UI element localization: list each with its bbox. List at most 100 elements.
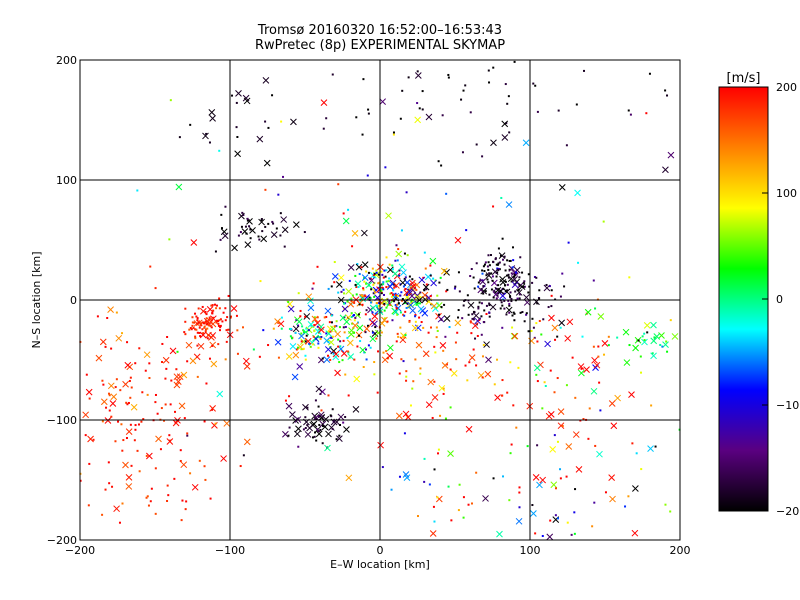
cross-marker (285, 353, 293, 360)
dot-marker (442, 349, 445, 352)
dot-marker (485, 312, 488, 315)
dot-marker (338, 361, 341, 364)
dot-marker (114, 386, 117, 389)
cross-marker (601, 340, 609, 347)
dot-marker (592, 279, 595, 282)
dot-marker (136, 189, 139, 192)
dot-marker (516, 297, 519, 300)
dot-marker (299, 309, 302, 312)
dot-marker (296, 346, 299, 349)
dot-marker (133, 439, 136, 442)
dot-marker (396, 295, 399, 298)
cross-marker (361, 261, 369, 268)
dot-marker (319, 428, 322, 431)
chart-title: Tromsø 20160320 16:52:00–16:53:43 (257, 23, 503, 38)
dot-marker (146, 495, 149, 498)
cross-marker (408, 292, 416, 300)
dot-marker (235, 101, 238, 104)
dot-marker (167, 494, 170, 497)
dot-marker (398, 475, 401, 478)
dot-marker (189, 472, 192, 475)
dot-marker (305, 334, 308, 337)
dot-marker (487, 268, 490, 271)
cross-marker (230, 305, 238, 312)
dot-marker (510, 298, 513, 301)
dot-marker (119, 389, 122, 392)
cross-marker (565, 443, 573, 450)
dot-marker (599, 409, 602, 412)
dot-marker (208, 141, 211, 144)
cross-marker (608, 400, 616, 407)
colorbar (718, 86, 769, 512)
dot-marker (540, 333, 543, 336)
dot-marker (527, 330, 530, 333)
dot-marker (398, 372, 401, 375)
dot-marker (496, 294, 499, 297)
cross-marker (315, 385, 323, 393)
dot-marker (433, 520, 436, 523)
dot-marker (488, 272, 491, 275)
dot-marker (400, 291, 403, 294)
cross-marker (292, 221, 300, 228)
dot-marker (194, 312, 197, 315)
cross-marker (379, 98, 386, 106)
cross-marker (312, 414, 320, 421)
dot-marker (186, 360, 189, 363)
dot-marker (130, 386, 133, 389)
dot-marker (373, 295, 376, 298)
dot-marker (395, 294, 398, 297)
dot-marker (104, 345, 107, 348)
dot-marker (361, 303, 364, 306)
cross-marker (340, 350, 348, 357)
dot-marker (485, 274, 488, 277)
dot-marker (373, 373, 376, 376)
dot-marker (350, 297, 353, 300)
dot-marker (513, 60, 516, 63)
dot-marker (235, 126, 238, 129)
dot-marker (408, 275, 411, 278)
cross-marker (474, 317, 482, 325)
dot-marker (457, 316, 460, 319)
dot-marker (101, 379, 104, 382)
colorbar-tick-label: −200 (776, 505, 800, 518)
dot-marker (322, 425, 325, 428)
dot-marker (420, 321, 423, 324)
dot-marker (414, 315, 417, 318)
dot-marker (449, 368, 452, 371)
dot-marker (134, 424, 137, 427)
dot-marker (354, 283, 357, 286)
dot-marker (404, 310, 407, 313)
cross-marker (122, 461, 129, 469)
dot-marker (329, 336, 332, 339)
dot-marker (217, 322, 220, 325)
dot-marker (138, 347, 141, 350)
dot-marker (287, 434, 290, 437)
dot-marker (214, 303, 217, 306)
dot-marker (129, 376, 132, 379)
dot-marker (166, 500, 169, 503)
dot-marker (288, 426, 291, 429)
dot-marker (211, 344, 214, 347)
cross-marker (418, 276, 426, 284)
cross-marker (82, 411, 90, 419)
dot-marker (313, 329, 316, 332)
dot-marker (214, 250, 217, 253)
dot-marker (517, 289, 520, 292)
dot-marker (218, 319, 221, 322)
dot-marker (331, 73, 334, 76)
cross-marker (295, 318, 303, 326)
dot-marker (435, 326, 438, 329)
cross-marker (547, 410, 555, 418)
dot-marker (457, 309, 460, 312)
x-tick-label: 100 (520, 544, 541, 557)
dot-marker (496, 267, 499, 270)
cross-marker (647, 445, 654, 453)
cross-marker (166, 438, 174, 445)
dot-marker (120, 423, 123, 426)
dot-marker (535, 373, 538, 376)
cross-marker (280, 216, 288, 223)
cross-marker (501, 134, 509, 141)
cross-marker (496, 530, 503, 538)
dot-marker (419, 295, 422, 298)
cross-marker (522, 139, 530, 147)
